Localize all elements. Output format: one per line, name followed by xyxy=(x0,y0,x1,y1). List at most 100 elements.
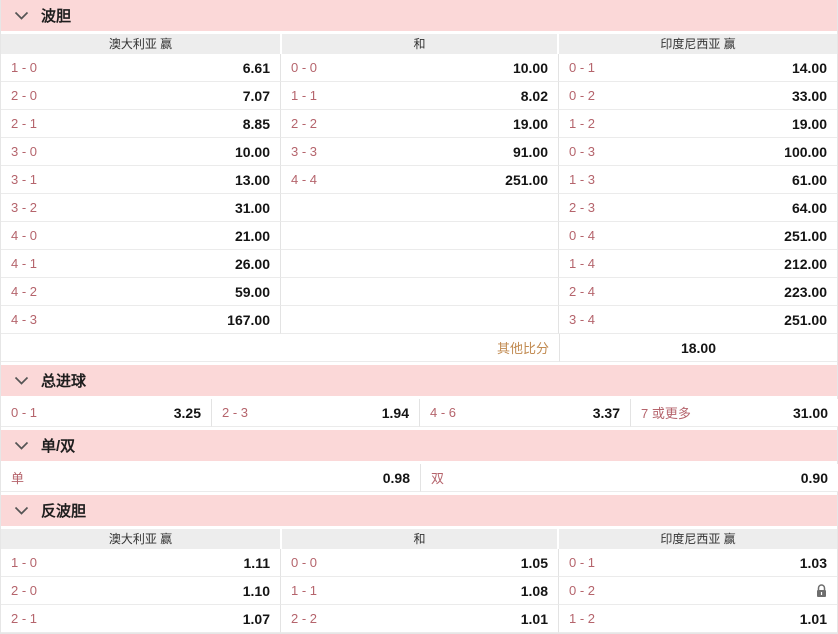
odds-cell[interactable]: 0 - 1 1.03 xyxy=(559,549,837,577)
score-label: 4 - 0 xyxy=(11,228,38,243)
empty-cell xyxy=(280,306,559,334)
odds-cell[interactable]: 1 - 2 19.00 xyxy=(559,110,837,138)
odds-value: 1.08 xyxy=(520,582,548,599)
odds-cell[interactable]: 2 - 2 19.00 xyxy=(280,110,559,138)
odds-value: 223.00 xyxy=(784,283,827,300)
odds-value: 13.00 xyxy=(234,171,270,188)
odds-value: 212.00 xyxy=(784,255,827,272)
reverse-score-column-headers: 澳大利亚 赢 和 印度尼西亚 赢 xyxy=(1,529,837,549)
odds-cell[interactable]: 1 - 1 1.08 xyxy=(280,577,559,605)
score-label: 2 - 1 xyxy=(11,611,38,626)
odds-cell-even[interactable]: 双 0.90 xyxy=(420,464,838,492)
odds-value: 21.00 xyxy=(234,227,270,244)
score-label: 0 - 3 xyxy=(569,144,596,159)
chevron-down-icon xyxy=(14,441,29,450)
odds-cell[interactable]: 3 - 4 251.00 xyxy=(559,306,837,334)
odds-value: 18.00 xyxy=(680,339,717,356)
score-label: 2 - 0 xyxy=(11,583,38,598)
odds-cell[interactable]: 2 - 3 64.00 xyxy=(559,194,837,222)
score-label: 7 或更多 xyxy=(641,406,691,421)
odds-cell[interactable]: 2 - 2 1.01 xyxy=(280,605,559,633)
score-label: 3 - 2 xyxy=(11,200,38,215)
odds-value: 1.94 xyxy=(381,404,409,421)
odds-cell[interactable]: 0 - 0 1.05 xyxy=(280,549,559,577)
odds-cell[interactable]: 4 - 2 59.00 xyxy=(1,278,280,306)
odds-cell[interactable]: 0 - 0 10.00 xyxy=(280,54,559,82)
odds-value: 100.00 xyxy=(784,143,827,160)
odds-cell[interactable]: 0 - 4 251.00 xyxy=(559,222,837,250)
odds-cell[interactable]: 1 - 4 212.00 xyxy=(559,250,837,278)
score-label: 0 - 1 xyxy=(11,405,38,420)
odds-cell[interactable]: 2 - 3 1.94 xyxy=(211,399,420,427)
empty-cell xyxy=(280,194,559,222)
score-label: 双 xyxy=(431,471,445,486)
odds-cell[interactable]: 1 - 0 1.11 xyxy=(1,549,280,577)
odds-cell[interactable]: 4 - 1 26.00 xyxy=(1,250,280,278)
score-label: 2 - 1 xyxy=(11,116,38,131)
score-label: 1 - 3 xyxy=(569,172,596,187)
score-label: 2 - 3 xyxy=(222,405,249,420)
odds-cell[interactable]: 0 - 2 33.00 xyxy=(559,82,837,110)
odds-cell-odd[interactable]: 单 0.98 xyxy=(1,464,420,492)
score-label: 0 - 4 xyxy=(569,228,596,243)
score-label: 0 - 1 xyxy=(569,60,596,75)
score-label: 4 - 4 xyxy=(291,172,318,187)
section-title: 波胆 xyxy=(41,8,72,25)
odds-cell[interactable]: 1 - 2 1.01 xyxy=(559,605,837,633)
odds-cell[interactable]: 4 - 0 21.00 xyxy=(1,222,280,250)
odds-cell[interactable]: 1 - 3 61.00 xyxy=(559,166,837,194)
score-label: 2 - 2 xyxy=(291,611,318,626)
odds-cell[interactable]: 2 - 1 1.07 xyxy=(1,605,280,633)
odds-value: 8.02 xyxy=(520,87,548,104)
score-label: 1 - 4 xyxy=(569,256,596,271)
odds-cell[interactable]: 7 或更多 31.00 xyxy=(630,399,838,427)
odds-value: 3.25 xyxy=(173,404,201,421)
section-header-total-goals[interactable]: 总进球 xyxy=(1,365,837,396)
section-header-reverse-correct-score[interactable]: 反波胆 xyxy=(1,495,837,526)
odds-cell[interactable]: 3 - 3 91.00 xyxy=(280,138,559,166)
odds-cell[interactable]: 2 - 0 7.07 xyxy=(1,82,280,110)
odds-value: 1.03 xyxy=(799,554,827,571)
empty-cell xyxy=(280,250,559,278)
score-label: 1 - 0 xyxy=(11,60,38,75)
odds-cell[interactable]: 4 - 6 3.37 xyxy=(420,399,630,427)
odds-cell[interactable]: 2 - 4 223.00 xyxy=(559,278,837,306)
odds-value: 19.00 xyxy=(512,115,548,132)
score-label: 0 - 0 xyxy=(291,60,318,75)
odds-cell[interactable]: 0 - 1 14.00 xyxy=(559,54,837,82)
section-title: 总进球 xyxy=(41,373,87,390)
other-score-label: 其他比分 xyxy=(496,341,549,356)
section-title: 单/双 xyxy=(41,438,76,455)
odds-value: 3.37 xyxy=(592,404,620,421)
section-header-odd-even[interactable]: 单/双 xyxy=(1,430,837,461)
other-score-odds-cell[interactable]: 18.00 xyxy=(559,334,837,362)
odds-cell[interactable]: 3 - 0 10.00 xyxy=(1,138,280,166)
column-header-away: 印度尼西亚 赢 xyxy=(559,34,837,54)
odds-cell[interactable]: 0 - 1 3.25 xyxy=(1,399,211,427)
score-label: 0 - 2 xyxy=(569,88,596,103)
odds-value: 31.00 xyxy=(792,404,828,421)
odds-cell[interactable]: 3 - 1 13.00 xyxy=(1,166,280,194)
odds-value: 1.07 xyxy=(242,610,270,627)
odds-cell[interactable]: 3 - 2 31.00 xyxy=(1,194,280,222)
odds-cell[interactable]: 0 - 3 100.00 xyxy=(559,138,837,166)
score-label: 2 - 2 xyxy=(291,116,318,131)
odds-cell[interactable]: 4 - 3 167.00 xyxy=(1,306,280,334)
odds-value: 251.00 xyxy=(505,171,548,188)
column-header-away: 印度尼西亚 赢 xyxy=(559,529,837,549)
odds-cell[interactable]: 1 - 1 8.02 xyxy=(280,82,559,110)
odds-value: 91.00 xyxy=(512,143,548,160)
odds-value: 1.05 xyxy=(520,554,548,571)
section-header-correct-score[interactable]: 波胆 xyxy=(1,0,837,31)
odds-cell[interactable]: 2 - 0 1.10 xyxy=(1,577,280,605)
score-label: 4 - 6 xyxy=(430,405,457,420)
odds-cell[interactable]: 2 - 1 8.85 xyxy=(1,110,280,138)
odds-cell[interactable]: 4 - 4 251.00 xyxy=(280,166,559,194)
odds-value: 8.85 xyxy=(242,115,270,132)
empty-cell xyxy=(280,278,559,306)
score-label: 2 - 3 xyxy=(569,200,596,215)
odds-value: 19.00 xyxy=(791,115,827,132)
column-header-home: 澳大利亚 赢 xyxy=(1,529,280,549)
score-label: 1 - 2 xyxy=(569,611,596,626)
odds-cell[interactable]: 1 - 0 6.61 xyxy=(1,54,280,82)
